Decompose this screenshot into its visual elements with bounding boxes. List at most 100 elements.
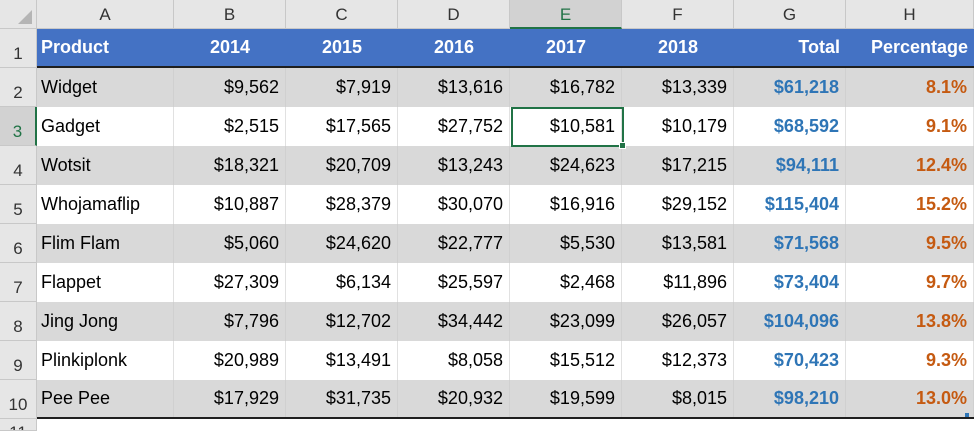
cell-percentage[interactable]: 9.3% (846, 341, 974, 380)
select-all-corner[interactable] (0, 0, 37, 29)
cell-y2017[interactable]: $10,581 (510, 107, 622, 146)
row-header-3[interactable]: 3 (0, 107, 37, 146)
cell-total[interactable]: $71,568 (734, 224, 846, 263)
header-cell-product[interactable]: Product (41, 37, 110, 57)
cell-y2017[interactable]: $15,512 (510, 341, 622, 380)
row-header-11[interactable]: 11 (0, 419, 37, 431)
cell-y2015[interactable]: $7,919 (286, 68, 398, 107)
cell-total[interactable]: $68,592 (734, 107, 846, 146)
header-cell-total[interactable]: Total (798, 37, 840, 57)
cell-percentage[interactable]: 9.7% (846, 263, 974, 302)
cell-y2018[interactable]: $29,152 (622, 185, 734, 224)
cell-y2017[interactable]: $16,782 (510, 68, 622, 107)
row-header-10[interactable]: 10 (0, 380, 37, 419)
row-header-1[interactable]: 1 (0, 29, 37, 68)
header-cell-2015[interactable]: 2015 (321, 37, 363, 57)
cell-y2014[interactable]: $2,515 (174, 107, 286, 146)
column-header-c[interactable]: C (286, 0, 398, 29)
header-cell-2017[interactable]: 2017 (545, 37, 587, 57)
cell-total[interactable]: $98,210 (734, 380, 846, 417)
cell-product[interactable]: Widget (37, 68, 174, 107)
cell-product[interactable]: Flappet (37, 263, 174, 302)
cell-y2015[interactable]: $24,620 (286, 224, 398, 263)
cell-y2017[interactable]: $16,916 (510, 185, 622, 224)
row-header-6[interactable]: 6 (0, 224, 37, 263)
cell-product[interactable]: Wotsit (37, 146, 174, 185)
cell-y2014[interactable]: $17,929 (174, 380, 286, 417)
column-header-h[interactable]: H (846, 0, 974, 29)
cell-y2015[interactable]: $12,702 (286, 302, 398, 341)
cell-y2018[interactable]: $13,339 (622, 68, 734, 107)
header-cell-percentage[interactable]: Percentage (870, 37, 968, 57)
cell-percentage[interactable]: 12.4% (846, 146, 974, 185)
cell-y2018[interactable]: $10,179 (622, 107, 734, 146)
cell-percentage[interactable]: 13.0% (846, 380, 974, 417)
cell-y2017[interactable]: $2,468 (510, 263, 622, 302)
cell-total[interactable]: $104,096 (734, 302, 846, 341)
row-header-7[interactable]: 7 (0, 263, 37, 302)
cell-percentage[interactable]: 9.1% (846, 107, 974, 146)
cell-y2018[interactable]: $12,373 (622, 341, 734, 380)
cell-percentage[interactable]: 15.2% (846, 185, 974, 224)
cell-product[interactable]: Pee Pee (37, 380, 174, 417)
row-header-2[interactable]: 2 (0, 68, 37, 107)
cell-y2017[interactable]: $19,599 (510, 380, 622, 417)
cell-y2014[interactable]: $20,989 (174, 341, 286, 380)
cell-product[interactable]: Gadget (37, 107, 174, 146)
cell-y2017[interactable]: $5,530 (510, 224, 622, 263)
cell-percentage[interactable]: 13.8% (846, 302, 974, 341)
cell-total[interactable]: $73,404 (734, 263, 846, 302)
column-header-b[interactable]: B (174, 0, 286, 29)
cell-y2015[interactable]: $6,134 (286, 263, 398, 302)
column-header-g[interactable]: G (734, 0, 846, 29)
cell-y2016[interactable]: $20,932 (398, 380, 510, 417)
empty-row-11[interactable] (37, 419, 974, 431)
header-cell-2018[interactable]: 2018 (657, 37, 699, 57)
cell-y2016[interactable]: $34,442 (398, 302, 510, 341)
cell-y2014[interactable]: $18,321 (174, 146, 286, 185)
cell-y2015[interactable]: $28,379 (286, 185, 398, 224)
cell-percentage[interactable]: 9.5% (846, 224, 974, 263)
cell-total[interactable]: $115,404 (734, 185, 846, 224)
cell-y2017[interactable]: $24,623 (510, 146, 622, 185)
cell-y2015[interactable]: $31,735 (286, 380, 398, 417)
cell-y2018[interactable]: $8,015 (622, 380, 734, 417)
cell-y2014[interactable]: $27,309 (174, 263, 286, 302)
cell-total[interactable]: $94,111 (734, 146, 846, 185)
cell-total[interactable]: $70,423 (734, 341, 846, 380)
column-header-e[interactable]: E (510, 0, 622, 29)
cell-y2018[interactable]: $17,215 (622, 146, 734, 185)
cell-percentage[interactable]: 8.1% (846, 68, 974, 107)
row-header-5[interactable]: 5 (0, 185, 37, 224)
cell-y2016[interactable]: $27,752 (398, 107, 510, 146)
cell-y2018[interactable]: $13,581 (622, 224, 734, 263)
cell-product[interactable]: Flim Flam (37, 224, 174, 263)
cell-y2018[interactable]: $11,896 (622, 263, 734, 302)
cell-y2016[interactable]: $8,058 (398, 341, 510, 380)
cell-y2014[interactable]: $7,796 (174, 302, 286, 341)
cell-y2015[interactable]: $20,709 (286, 146, 398, 185)
cell-y2014[interactable]: $9,562 (174, 68, 286, 107)
cell-y2015[interactable]: $17,565 (286, 107, 398, 146)
cell-y2017[interactable]: $23,099 (510, 302, 622, 341)
cell-y2016[interactable]: $13,243 (398, 146, 510, 185)
cell-y2015[interactable]: $13,491 (286, 341, 398, 380)
fill-handle[interactable] (619, 142, 626, 149)
header-cell-2014[interactable]: 2014 (209, 37, 251, 57)
cell-product[interactable]: Whojamaflip (37, 185, 174, 224)
column-header-d[interactable]: D (398, 0, 510, 29)
cell-y2014[interactable]: $10,887 (174, 185, 286, 224)
column-header-f[interactable]: F (622, 0, 734, 29)
cell-product[interactable]: Plinkiplonk (37, 341, 174, 380)
row-header-9[interactable]: 9 (0, 341, 37, 380)
column-header-a[interactable]: A (37, 0, 174, 29)
cell-y2016[interactable]: $22,777 (398, 224, 510, 263)
cell-y2016[interactable]: $30,070 (398, 185, 510, 224)
header-cell-2016[interactable]: 2016 (433, 37, 475, 57)
cell-y2016[interactable]: $13,616 (398, 68, 510, 107)
cell-product[interactable]: Jing Jong (37, 302, 174, 341)
cell-y2018[interactable]: $26,057 (622, 302, 734, 341)
cell-total[interactable]: $61,218 (734, 68, 846, 107)
row-header-8[interactable]: 8 (0, 302, 37, 341)
cell-y2014[interactable]: $5,060 (174, 224, 286, 263)
